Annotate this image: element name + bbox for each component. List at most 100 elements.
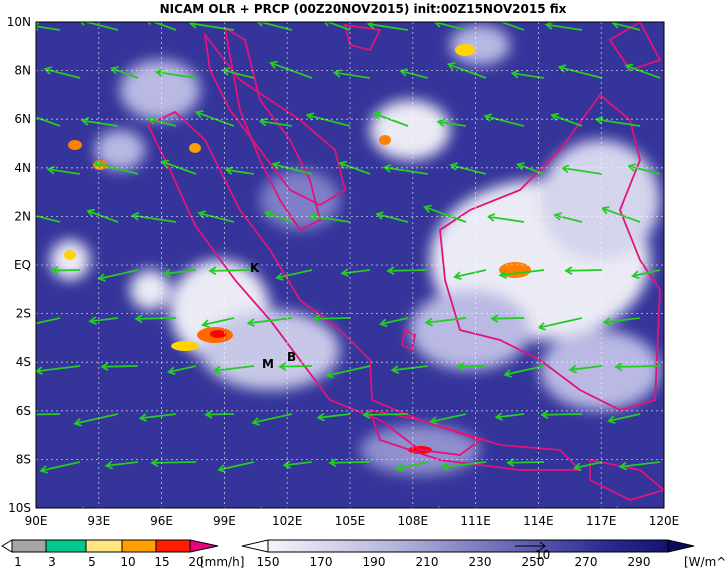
olr-unit: [W/m^2] xyxy=(684,555,726,569)
wind-arrow xyxy=(572,461,603,472)
olr-label: 150 xyxy=(257,555,280,569)
precip-colorbar xyxy=(1,539,219,553)
wind-arrow xyxy=(544,22,583,31)
wind-arrow xyxy=(325,365,371,379)
marker-label: K xyxy=(250,261,260,275)
wind-arrow xyxy=(36,116,61,127)
wind-vectors xyxy=(36,22,661,508)
wind-arrow xyxy=(537,317,583,331)
wind-arrow xyxy=(212,365,255,375)
olr-label: 270 xyxy=(575,555,598,569)
wind-arrow xyxy=(423,204,467,223)
wind-arrow xyxy=(600,206,641,223)
wind-arrow xyxy=(630,269,661,280)
wind-arrow xyxy=(483,113,525,127)
wind-arrow xyxy=(264,210,293,223)
wind-arrow xyxy=(110,66,139,79)
y-tick-label: 8S xyxy=(16,452,31,466)
y-tick-label: 10S xyxy=(8,501,31,515)
y-tick-label: 6S xyxy=(16,404,31,418)
y-tick-label: 2S xyxy=(16,307,31,321)
wind-arrow xyxy=(93,160,139,175)
x-tick-label: 102E xyxy=(272,514,303,528)
wind-arrow xyxy=(104,460,139,470)
y-tick-label: 8N xyxy=(14,64,31,78)
colorbar-labels: 1 3 5 10 15 20[mm/h] 150 170 190 210 230 250 270 290 [… xyxy=(14,555,726,569)
wind-arrow xyxy=(429,413,467,425)
wind-arrow xyxy=(130,211,177,223)
wind-arrow xyxy=(553,212,583,223)
wind-arrow xyxy=(100,362,139,371)
wind-arrow xyxy=(338,160,371,175)
wind-arrow xyxy=(275,269,313,281)
wind-arrow xyxy=(436,118,467,127)
wind-arrow xyxy=(305,112,351,127)
wind-arrow xyxy=(312,314,351,323)
wind-arrow xyxy=(399,68,429,79)
wind-arrow xyxy=(618,461,661,471)
wind-arrow xyxy=(568,364,603,374)
y-tick-label: 10N xyxy=(7,15,31,29)
wind-arrow xyxy=(424,317,467,327)
wind-arrow xyxy=(375,211,409,223)
x-tick-label: 90E xyxy=(25,514,48,528)
wind-arrow xyxy=(382,163,429,175)
wind-arrow xyxy=(362,410,409,420)
precip-label: 5 xyxy=(88,555,96,569)
x-tick-label: 96E xyxy=(150,514,173,528)
wind-arrow xyxy=(316,412,351,422)
wind-arrow xyxy=(378,317,409,328)
wind-arrow xyxy=(278,362,313,371)
wind-arrow xyxy=(188,22,235,31)
wind-arrow xyxy=(256,22,293,31)
wind-arrow xyxy=(166,365,197,376)
wind-arrow xyxy=(204,410,235,419)
wind-arrow xyxy=(614,362,661,372)
wind-arrow xyxy=(221,67,255,79)
x-tick-label: 105E xyxy=(335,514,366,528)
wind-arrow xyxy=(494,412,525,422)
olr-label: 290 xyxy=(628,555,651,569)
precip-label: 10 xyxy=(120,555,135,569)
wind-arrow xyxy=(624,63,661,79)
wind-arrow xyxy=(224,166,255,175)
y-tick-label: 4S xyxy=(16,355,31,369)
wind-arrow xyxy=(498,269,545,279)
wind-arrow xyxy=(138,413,177,422)
wind-arrow xyxy=(43,66,81,79)
wind-arrow xyxy=(258,117,293,127)
wind-arrow xyxy=(395,461,429,473)
wind-arrow xyxy=(36,317,61,325)
map-frame xyxy=(35,21,665,509)
marker-label: B xyxy=(287,350,296,364)
x-tick-label: 120E xyxy=(649,514,680,528)
wind-arrow xyxy=(386,266,429,276)
coastlines xyxy=(146,22,664,501)
wind-arrow xyxy=(449,162,487,175)
wind-arrow xyxy=(564,266,603,275)
wind-arrow xyxy=(201,317,235,329)
x-tick-label: 93E xyxy=(87,514,110,528)
wind-arrow xyxy=(162,268,197,278)
wind-arrow xyxy=(486,213,525,223)
wind-arrow xyxy=(160,159,197,175)
olr-label: 170 xyxy=(310,555,333,569)
wind-arrow xyxy=(390,365,429,374)
wind-arrow xyxy=(282,460,313,470)
wind-arrow xyxy=(79,22,119,31)
wind-arrow xyxy=(36,214,61,223)
title: NICAM OLR + PRCP (00Z20NOV2015) init:00Z… xyxy=(160,2,567,16)
grid-lines xyxy=(36,22,664,508)
wind-arrow xyxy=(36,413,61,416)
x-tick-label: 99E xyxy=(213,514,236,528)
wind-arrow xyxy=(323,22,351,31)
wind-arrow xyxy=(246,317,293,327)
wind-arrow xyxy=(627,163,661,175)
wind-arrow xyxy=(50,266,81,275)
precip-label: 1 xyxy=(14,555,22,569)
wind-arrow xyxy=(308,212,351,223)
vector-reference: 10 xyxy=(535,548,550,562)
y-tick-label: 2N xyxy=(14,209,31,223)
x-tick-label: 108E xyxy=(398,514,429,528)
